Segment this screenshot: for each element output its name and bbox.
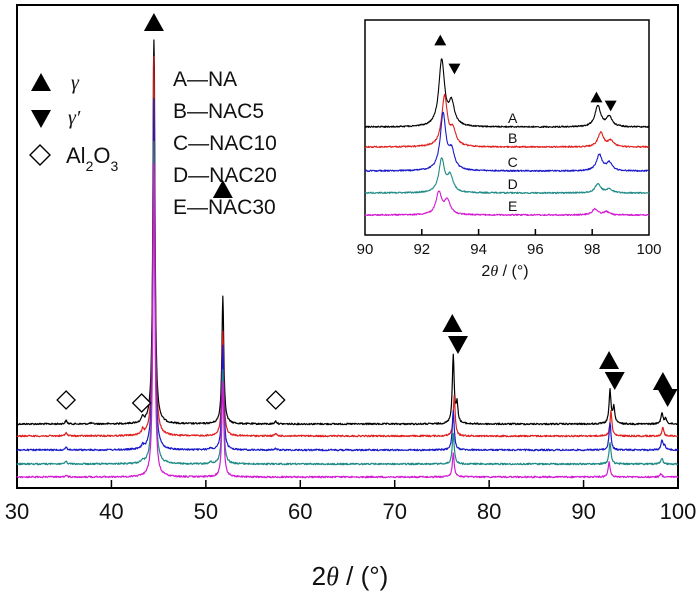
series-e-line: [16, 163, 679, 479]
x-tick-label: 80: [477, 499, 501, 524]
series-e-line: [364, 190, 650, 217]
series-b-line: [364, 93, 650, 149]
legend-entry-gamma: γ: [31, 72, 80, 94]
gamma-prime-marker-icon: [448, 63, 461, 75]
legend-gamma-prime-symbol: γ′: [68, 107, 81, 129]
sample-legend-entry-a: A—NA: [173, 68, 237, 91]
diamond-open-icon: [29, 144, 51, 166]
legend-entry-al2o3: Al2O3: [29, 143, 118, 174]
gamma-marker-icon: [212, 180, 233, 198]
gamma-prime-marker-icon: [657, 389, 678, 407]
x-tick-label: 98: [584, 241, 601, 258]
triangle-down-icon: [31, 110, 51, 128]
phase-legend: γ γ′ Al2O3: [29, 72, 118, 174]
sample-legend-entry-e: E—NAC30: [173, 196, 276, 219]
gamma-prime-marker-icon: [604, 100, 617, 112]
main-x-axis: 30 40 50 60 70 80 90 100: [5, 480, 697, 524]
x-tick-label: 70: [382, 499, 406, 524]
x-tick-label: 30: [5, 499, 29, 524]
gamma-marker-icon: [590, 91, 603, 103]
curve-label-d: D: [508, 176, 518, 192]
series-c-line: [16, 98, 679, 452]
x-tick-label: 92: [413, 241, 430, 258]
inset-x-axis: 90 92 94 96 98 100: [357, 229, 662, 258]
gamma-marker-icon: [442, 314, 463, 332]
x-tick-label: 100: [636, 241, 661, 258]
main-x-axis-label: 2θ / (°): [312, 561, 389, 591]
main-series-group: [16, 39, 679, 479]
gamma-prime-marker-icon: [447, 336, 468, 354]
series-b-line: [16, 55, 679, 438]
x-tick-label: 60: [288, 499, 312, 524]
curve-label-e: E: [508, 198, 517, 214]
main-phase-markers: [56, 13, 678, 413]
inset-x-axis-label: 2θ / (°): [481, 263, 528, 280]
series-d-line: [16, 140, 679, 466]
series-a-line: [16, 39, 679, 426]
legend-gamma-symbol: γ: [71, 72, 80, 94]
series-d-line: [364, 157, 650, 195]
gamma-marker-icon: [599, 351, 620, 369]
x-tick-label: 100: [660, 499, 697, 524]
legend-al2o3-label: Al2O3: [66, 143, 118, 174]
inset-series-group: [364, 58, 650, 217]
x-tick-label: 96: [527, 241, 544, 258]
x-tick-label: 40: [99, 499, 123, 524]
x-tick-label: 90: [571, 499, 595, 524]
curve-label-b: B: [508, 130, 517, 146]
al2o3-marker-icon: [265, 390, 286, 410]
al2o3-marker-icon: [56, 390, 77, 410]
legend-entry-gamma-prime: γ′: [31, 107, 81, 129]
curve-label-a: A: [508, 110, 518, 126]
series-c-line: [364, 111, 650, 173]
sample-legend-entry-c: C—NAC10: [173, 132, 277, 155]
curve-label-c: C: [508, 154, 518, 170]
triangle-up-icon: [31, 73, 51, 91]
al2o3-marker-icon: [131, 393, 152, 413]
inset-plot-frame: [364, 19, 650, 236]
sample-legend: A—NA B—NAC5 C—NAC10 D—NAC20 E—NAC30: [173, 68, 277, 219]
gamma-marker-icon: [143, 13, 164, 31]
sample-legend-entry-b: B—NAC5: [173, 100, 264, 123]
gamma-prime-marker-icon: [604, 372, 625, 390]
inset-phase-markers: [434, 34, 617, 112]
main-plot-frame: [16, 4, 679, 489]
x-tick-label: 94: [470, 241, 487, 258]
gamma-marker-icon: [434, 34, 447, 46]
gamma-marker-icon: [652, 372, 673, 390]
x-tick-label: 90: [357, 241, 374, 258]
series-a-line: [364, 58, 650, 129]
sample-legend-entry-d: D—NAC20: [173, 164, 277, 187]
x-tick-label: 50: [194, 499, 218, 524]
